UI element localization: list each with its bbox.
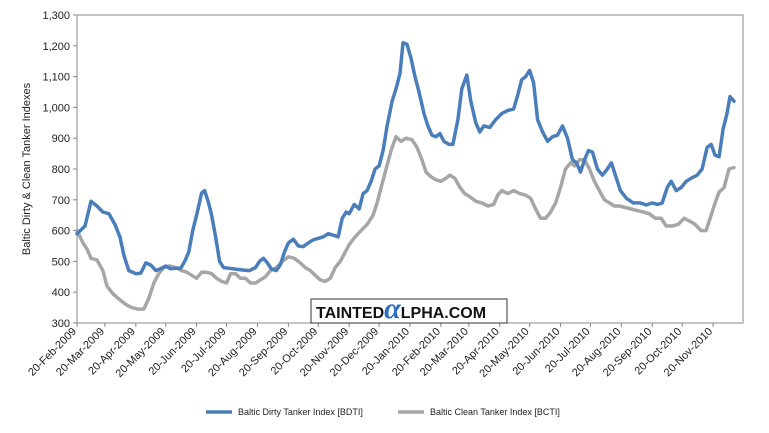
y-tick-label: 800: [52, 164, 70, 176]
y-tick-label: 500: [52, 256, 70, 268]
y-tick-label: 700: [52, 195, 70, 207]
y-tick-labels: 300 400 500 600 700 800 900 1,000 1,100 1,200 1,30…: [42, 10, 70, 330]
y-tick-label: 300: [52, 318, 70, 330]
y-axis-label: Baltic Dirty & Clean Tanker Indexes: [21, 82, 33, 255]
legend-label: Baltic Clean Tanker Index [BCTI]: [430, 407, 560, 417]
legend-item-bdti: Baltic Dirty Tanker Index [BDTI]: [206, 407, 363, 417]
x-tick-labels: 20-Feb-200920-Mar-200920-Apr-200920-May-…: [26, 326, 715, 380]
watermark-glyph: α: [384, 292, 401, 325]
y-tick-label: 600: [52, 226, 70, 238]
watermark-part1: TAINTED: [316, 305, 384, 322]
axes: [73, 14, 744, 327]
y-tick-label: 1,300: [42, 10, 70, 22]
series-line-bcti: [75, 134, 736, 311]
watermark-box: [310, 298, 508, 324]
y-tick-label: 400: [52, 287, 70, 299]
y-tick-label: 900: [52, 133, 70, 145]
legend-item-bcti: Baltic Clean Tanker Index [BCTI]: [398, 407, 560, 417]
legend-label: Baltic Dirty Tanker Index [BDTI]: [238, 407, 363, 417]
watermark: TAINTEDαLPHA.COM: [310, 292, 508, 325]
y-tick-label: 1,000: [42, 102, 70, 114]
watermark-part2: LPHA.COM: [401, 305, 486, 322]
series-lines: [75, 40, 736, 311]
series-line-bdti: [75, 40, 736, 276]
y-tick-label: 1,200: [42, 41, 70, 53]
y-tick-label: 1,100: [42, 72, 70, 84]
legend: Baltic Dirty Tanker Index [BDTI] Baltic C…: [206, 407, 560, 417]
watermark-text: TAINTEDαLPHA.COM: [316, 292, 486, 325]
